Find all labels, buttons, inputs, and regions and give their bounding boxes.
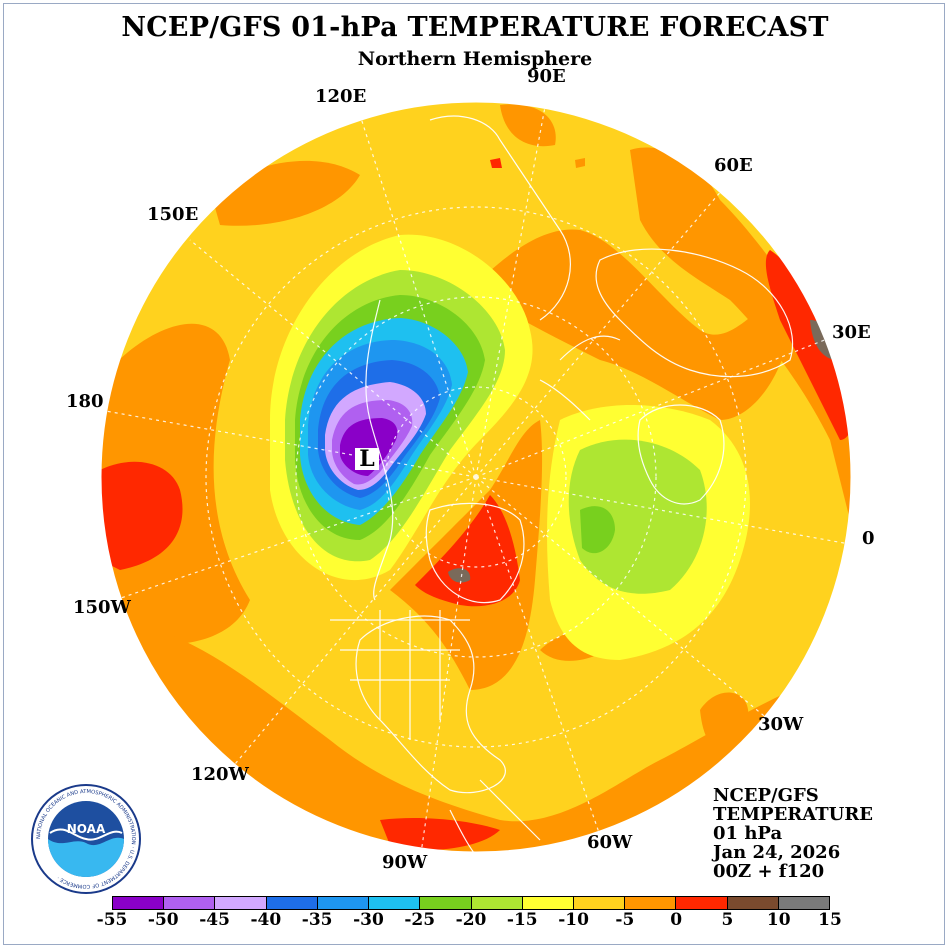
colorbar-tick-label: -40 [250,910,282,930]
colorbar-tick-label: -45 [199,910,230,930]
colorbar-tick-label: 10 [766,910,791,930]
colorbar-tick-label: -50 [147,910,179,930]
lon-label-150w: 150W [73,597,131,618]
lon-label-90e: 90E [527,66,566,87]
colorbar-swatch [369,897,421,909]
colorbar-swatch [727,897,779,909]
coastlines [330,115,794,852]
colorbar-swatch [420,897,472,909]
colorbar-swatch [676,897,728,909]
colorbar-swatch [522,897,574,909]
info-level: 01 hPa [713,823,783,844]
colorbar-tick-label: -15 [506,910,538,930]
colorbar-ticks: -55 -50 -45 -40 -35 -30 -25 -20 -15 -10 -5 0 5 10 15 [97,910,842,934]
noaa-logo-icon: NOAA NATIONAL OCEANIC AND ATMOSPHERIC AD… [31,784,141,894]
colorbar-tick-label: -25 [404,910,436,930]
colorbar-swatch [317,897,370,909]
colorbar-tick-label: -10 [558,910,589,930]
lon-label-30e: 30E [832,322,871,343]
colorbar-tick-label: 15 [818,910,842,930]
info-model: NCEP/GFS [713,785,819,806]
low-pressure-marker: L [359,446,374,472]
colorbar-tick-label: -20 [455,910,487,930]
lon-label-0: 0 [862,528,875,549]
graticule [101,102,851,852]
colorbar-tick-label: -5 [615,910,635,930]
lon-label-120e: 120E [315,86,367,107]
colorbar-swatch [573,897,626,909]
colorbar-tick-label: 5 [721,910,734,930]
lon-label-60e: 60E [714,155,753,176]
forecast-info: NCEP/GFS TEMPERATURE 01 hPa Jan 24, 2026… [713,786,873,881]
figure-frame [3,3,945,945]
colorbar-tick-label: -35 [301,910,333,930]
chart-title: NCEP/GFS 01-hPa TEMPERATURE FORECAST [121,12,829,43]
colorbar-swatch [164,897,216,909]
colorbar-tick-label: 0 [670,910,683,930]
info-variable: TEMPERATURE [713,804,874,825]
colorbar-swatch [113,897,165,909]
info-run: 00Z + f120 [713,861,825,882]
colorbar [112,896,830,910]
lon-label-30w: 30W [758,714,804,735]
noaa-logo-text: NOAA [67,822,106,836]
colorbar-tick-label: -30 [353,910,384,930]
colorbar-swatch [778,897,830,909]
info-date: Jan 24, 2026 [713,842,841,863]
lon-label-150e: 150E [147,204,199,225]
lon-label-90w: 90W [382,852,428,873]
colorbar-swatch [471,897,523,909]
colorbar-tick-label: -55 [96,910,128,930]
colorbar-swatch [625,897,677,909]
colorbar-swatch [266,897,318,909]
lon-label-60w: 60W [587,832,633,853]
temperature-field [101,102,851,852]
lon-label-180: 180 [66,391,104,412]
colorbar-swatch [215,897,267,909]
map-boundary [100,101,852,853]
chart-subtitle: Northern Hemisphere [357,48,593,70]
lon-label-120w: 120W [191,764,249,785]
